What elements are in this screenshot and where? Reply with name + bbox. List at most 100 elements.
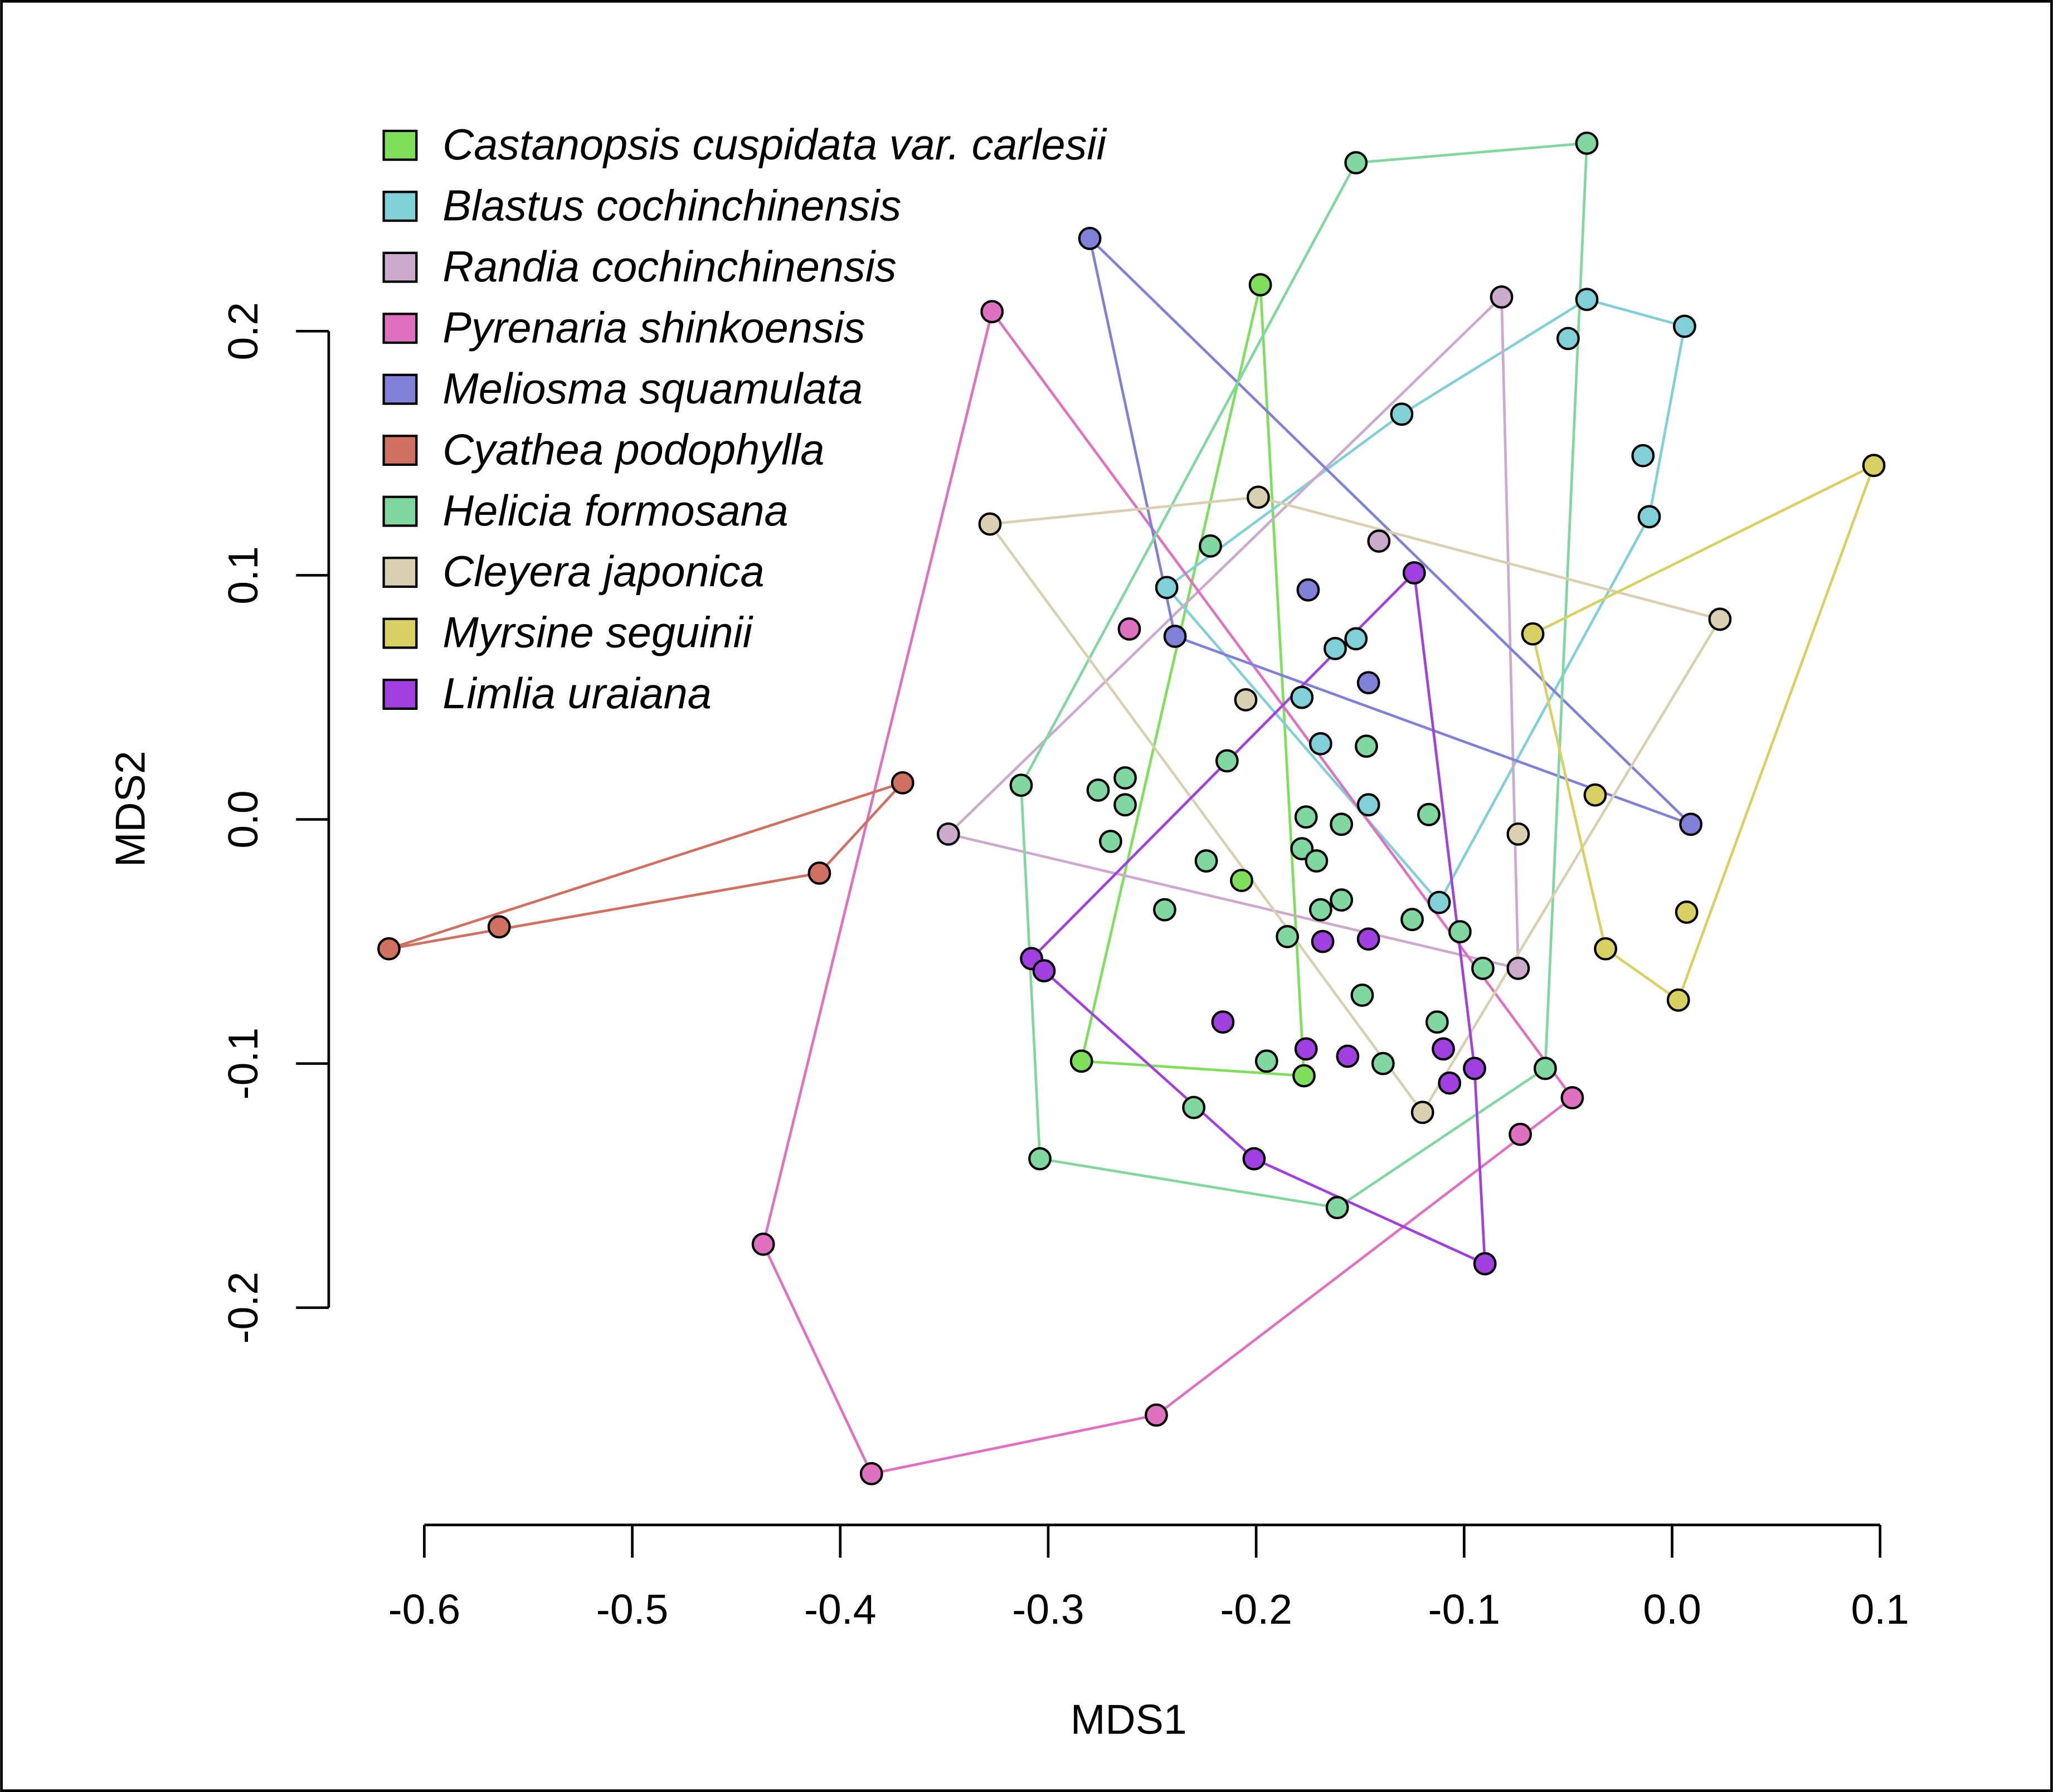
point <box>1463 1056 1486 1080</box>
legend-label: Blastus cochinchinensis <box>442 182 901 230</box>
point <box>1432 1037 1455 1061</box>
point <box>1311 929 1335 953</box>
point <box>1248 273 1272 297</box>
point <box>1556 327 1580 350</box>
point <box>1637 505 1661 529</box>
point <box>1410 1100 1434 1124</box>
point <box>1575 288 1599 311</box>
x-tick-label: -0.5 <box>596 1586 669 1633</box>
point <box>1350 983 1374 1007</box>
y-tick-label: 0.2 <box>220 302 266 360</box>
hull <box>388 780 907 951</box>
point <box>1324 636 1347 660</box>
point <box>1631 444 1655 468</box>
point <box>1246 485 1270 509</box>
point <box>1086 778 1110 802</box>
point <box>1344 151 1368 174</box>
point <box>1182 1095 1206 1119</box>
point <box>1356 793 1380 817</box>
point <box>1117 617 1141 641</box>
point <box>936 822 960 846</box>
x-tick-label: 0.0 <box>1643 1586 1701 1633</box>
legend-swatch <box>382 495 418 527</box>
point <box>1230 869 1253 893</box>
legend-swatch <box>382 129 418 161</box>
point <box>1069 1049 1093 1073</box>
point <box>1471 956 1495 980</box>
point <box>1583 783 1607 807</box>
point <box>1666 988 1690 1012</box>
point <box>1330 888 1354 912</box>
point <box>1113 766 1137 790</box>
hull <box>1079 284 1306 1078</box>
point <box>1672 314 1696 338</box>
legend-label: Cyathea podophylla <box>442 426 824 474</box>
point <box>1594 937 1617 961</box>
point <box>1294 1037 1318 1061</box>
point <box>1028 1147 1052 1171</box>
point <box>1521 622 1545 646</box>
legend-swatch <box>382 313 418 344</box>
hull <box>762 308 1574 1476</box>
legend-label: Helicia formosana <box>442 487 788 535</box>
point <box>1367 529 1391 553</box>
legend-label: Meliosma squamulata <box>442 365 863 413</box>
point <box>1402 561 1426 585</box>
x-axis-label: MDS1 <box>1071 1696 1187 1742</box>
point <box>807 861 831 885</box>
point <box>1290 685 1314 709</box>
legend-label: Pyrenaria shinkoensis <box>442 304 865 352</box>
point <box>1356 671 1380 695</box>
legend-label: Castanopsis cuspidata var. carlesii <box>442 121 1107 169</box>
point <box>1473 1252 1497 1275</box>
point <box>859 1462 883 1486</box>
y-axis-label: MDS2 <box>107 751 154 867</box>
point <box>1305 849 1329 873</box>
legend-swatch <box>382 679 418 710</box>
point <box>1509 1122 1532 1146</box>
point <box>1390 402 1414 426</box>
point <box>1296 578 1320 602</box>
point <box>1254 1049 1278 1073</box>
point <box>1308 898 1332 922</box>
point <box>1145 1403 1168 1427</box>
point <box>1417 802 1441 826</box>
point <box>1679 812 1703 836</box>
point <box>1330 812 1354 836</box>
legend-label: Cleyera japonica <box>442 548 764 596</box>
hull <box>1531 462 1876 1002</box>
hull <box>946 294 1520 970</box>
point <box>1199 534 1222 558</box>
point <box>1400 908 1424 932</box>
point <box>1448 920 1472 944</box>
legend-swatch <box>382 557 418 588</box>
x-tick-label: -0.1 <box>1428 1586 1501 1633</box>
legend-label: Myrsine seguinii <box>442 609 753 657</box>
legend-swatch <box>382 617 418 649</box>
point <box>1242 1147 1266 1171</box>
point <box>1194 849 1218 873</box>
point <box>1438 1071 1462 1095</box>
point <box>1371 1051 1395 1075</box>
point <box>377 937 401 961</box>
point <box>1355 734 1378 758</box>
point <box>1098 830 1122 853</box>
legend-label: Randia cochinchinensis <box>442 243 896 291</box>
point <box>1294 805 1318 829</box>
point <box>1292 1064 1316 1088</box>
y-tick-label: 0.1 <box>220 546 266 604</box>
point <box>1276 924 1300 948</box>
point <box>1490 285 1514 309</box>
point <box>487 915 511 939</box>
legend-swatch <box>382 251 418 283</box>
point <box>1708 607 1732 631</box>
point <box>1336 1044 1360 1068</box>
legend-swatch <box>382 373 418 405</box>
point <box>1308 732 1332 756</box>
x-tick-label: -0.6 <box>388 1586 461 1633</box>
point <box>1009 773 1033 797</box>
x-tick-label: -0.3 <box>1012 1586 1084 1633</box>
